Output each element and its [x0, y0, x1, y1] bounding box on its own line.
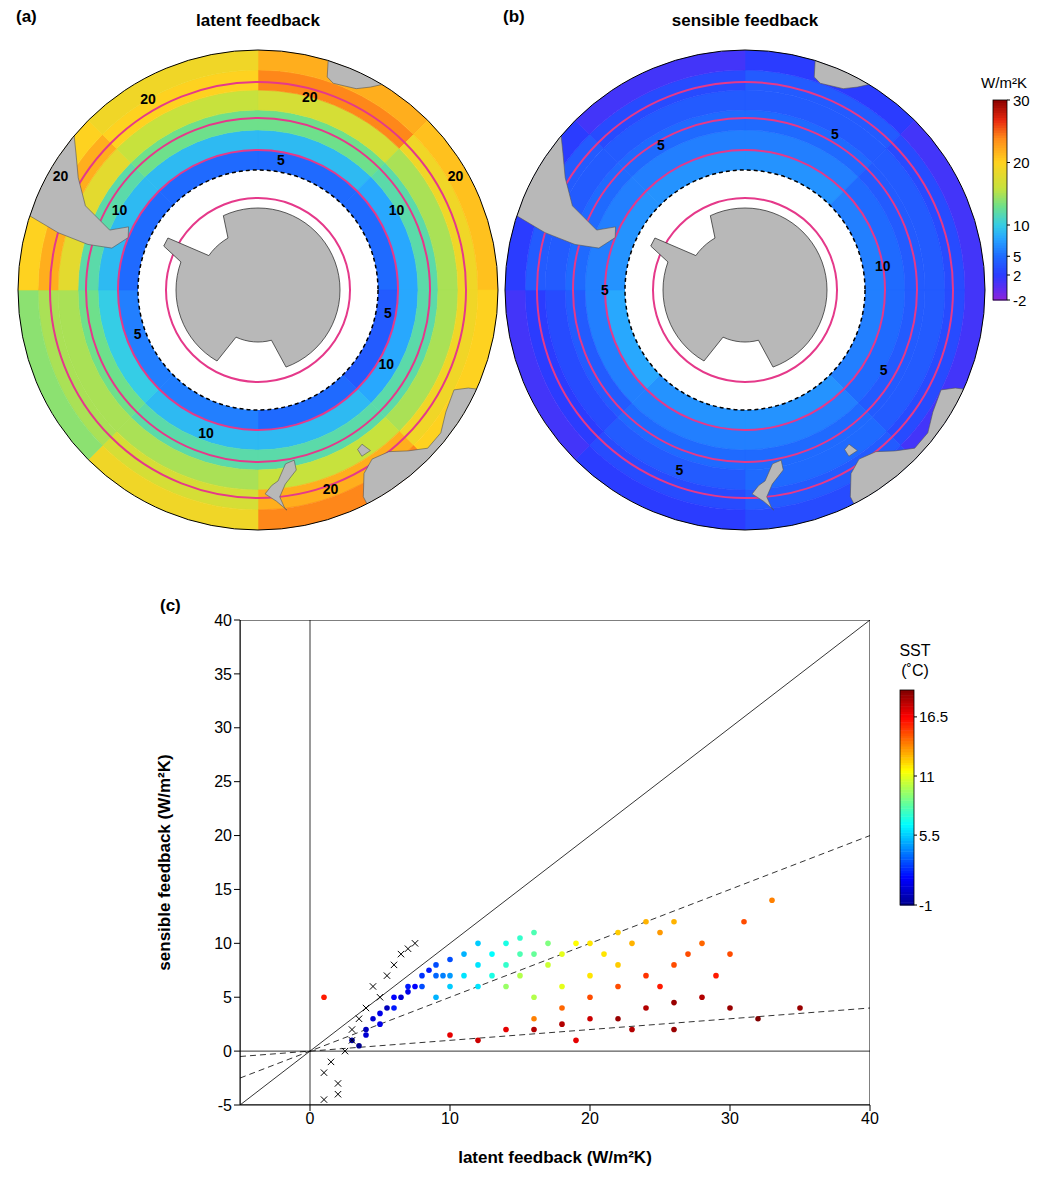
svg-text:5: 5 [384, 305, 392, 321]
svg-text:10: 10 [875, 258, 891, 274]
svg-text:2: 2 [1013, 267, 1021, 284]
svg-text:10: 10 [441, 1110, 459, 1127]
svg-text:20: 20 [214, 827, 232, 844]
svg-text:5: 5 [134, 326, 142, 342]
svg-text:10: 10 [198, 425, 214, 441]
svg-text:20: 20 [302, 89, 318, 105]
svg-text:5: 5 [223, 989, 232, 1006]
svg-text:10: 10 [1013, 217, 1030, 234]
svg-text:16.5: 16.5 [919, 708, 948, 725]
svg-text:5: 5 [675, 462, 683, 478]
svg-text:latent feedback: latent feedback [196, 11, 320, 30]
svg-text:20: 20 [323, 481, 339, 497]
svg-text:5: 5 [277, 152, 285, 168]
svg-text:35: 35 [214, 666, 232, 683]
svg-text:sensible feedback (W/m²K): sensible feedback (W/m²K) [155, 754, 174, 970]
svg-text:W/m²K: W/m²K [981, 74, 1027, 91]
svg-text:5: 5 [601, 282, 609, 298]
svg-text:0: 0 [223, 1043, 232, 1060]
svg-text:10: 10 [389, 202, 405, 218]
svg-text:-5: -5 [218, 1097, 232, 1114]
svg-text:SST: SST [899, 642, 930, 659]
svg-text:20: 20 [1013, 154, 1030, 171]
svg-text:(b): (b) [503, 7, 525, 26]
svg-text:latent feedback (W/m²K): latent feedback (W/m²K) [458, 1148, 652, 1167]
svg-text:sensible feedback: sensible feedback [672, 11, 819, 30]
svg-text:25: 25 [214, 773, 232, 790]
svg-text:40: 40 [861, 1110, 879, 1127]
svg-text:0: 0 [306, 1110, 315, 1127]
html-text:(c): (c) [160, 596, 181, 615]
svg-text:20: 20 [140, 91, 156, 107]
svg-text:20: 20 [581, 1110, 599, 1127]
svg-text:-1: -1 [919, 897, 932, 914]
svg-text:5: 5 [1013, 248, 1021, 265]
svg-text:30: 30 [1013, 92, 1030, 109]
svg-text:5: 5 [831, 126, 839, 142]
svg-text:5: 5 [880, 362, 888, 378]
svg-text:20: 20 [448, 168, 464, 184]
svg-text:10: 10 [112, 202, 128, 218]
svg-text:(a): (a) [16, 7, 37, 26]
svg-text:40: 40 [214, 612, 232, 629]
svg-text:11: 11 [919, 768, 935, 785]
svg-text:(˚C): (˚C) [901, 662, 929, 679]
svg-text:30: 30 [721, 1110, 739, 1127]
svg-text:-2: -2 [1013, 292, 1026, 309]
svg-text:30: 30 [214, 719, 232, 736]
svg-text:20: 20 [53, 168, 69, 184]
svg-text:10: 10 [214, 935, 232, 952]
svg-text:15: 15 [214, 881, 232, 898]
svg-text:10: 10 [378, 356, 394, 372]
svg-text:5.5: 5.5 [919, 827, 940, 844]
svg-text:5: 5 [657, 137, 665, 153]
